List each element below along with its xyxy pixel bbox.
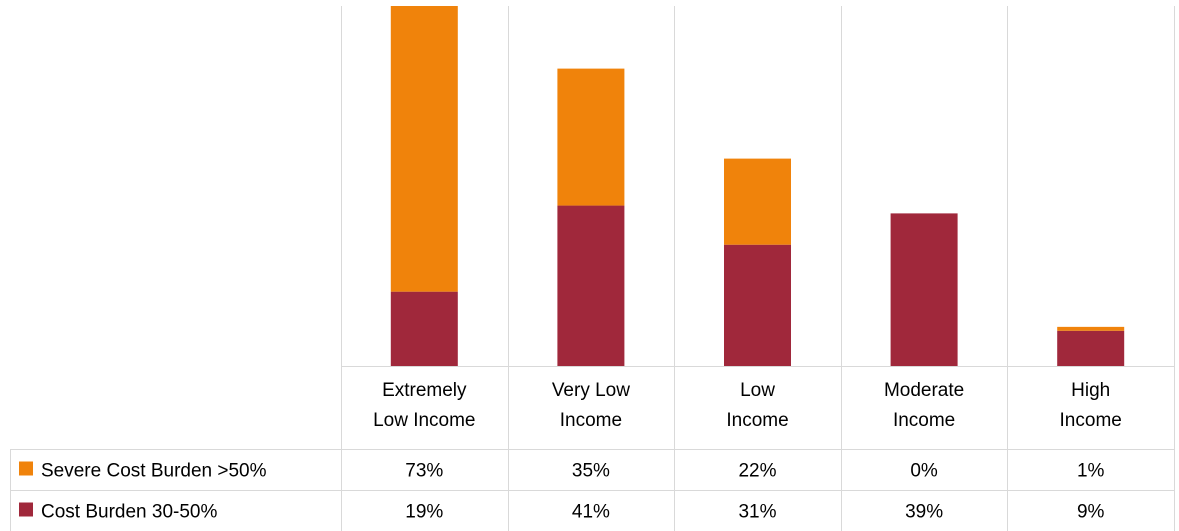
category-tick-label: Extremely	[382, 380, 467, 401]
category-tick-label: Income	[893, 410, 955, 431]
legend-key	[19, 502, 33, 517]
bar-segment	[557, 205, 625, 366]
category-tick-labels: Extremely Low Income Very Low Income Low Inco…	[373, 380, 1122, 431]
category-tick-label: Low	[740, 380, 775, 401]
bar-segment	[1057, 326, 1125, 331]
data-label: 41%	[572, 502, 610, 523]
data-label: 22%	[738, 461, 776, 482]
bar-segment	[390, 6, 458, 292]
category-tick-label: High	[1071, 380, 1110, 401]
data-label: 19%	[405, 502, 443, 523]
data-label: 1%	[1077, 461, 1105, 482]
category-tick-label: Income	[1060, 410, 1122, 431]
category-tick-label: Low Income	[373, 410, 475, 431]
bar-segment	[724, 158, 791, 245]
data-label: 35%	[572, 461, 610, 482]
data-table: Severe Cost Burden >50% 73% 35% 22% 0% 1% Cost…	[10, 449, 1174, 531]
bar-segment	[390, 291, 458, 366]
data-label: 73%	[405, 461, 443, 482]
bars	[390, 6, 1125, 366]
category-tick-label: Moderate	[884, 380, 964, 401]
bar-segment	[557, 68, 625, 206]
data-label: 31%	[738, 502, 776, 523]
bar-segment	[1057, 330, 1125, 366]
category-tick-label: Income	[560, 410, 622, 431]
category-tick-label: Income	[726, 410, 788, 431]
data-label: 9%	[1077, 502, 1105, 523]
category-tick-label: Very Low	[552, 380, 630, 401]
legend-key	[19, 461, 33, 476]
data-label: 39%	[905, 502, 943, 523]
legend-label: Severe Cost Burden >50%	[41, 461, 267, 482]
data-label: 0%	[910, 461, 938, 482]
gridlines	[341, 6, 1175, 531]
legend-label: Cost Burden 30-50%	[41, 502, 217, 523]
bar-segment	[724, 244, 791, 366]
bar-segment	[890, 213, 958, 366]
